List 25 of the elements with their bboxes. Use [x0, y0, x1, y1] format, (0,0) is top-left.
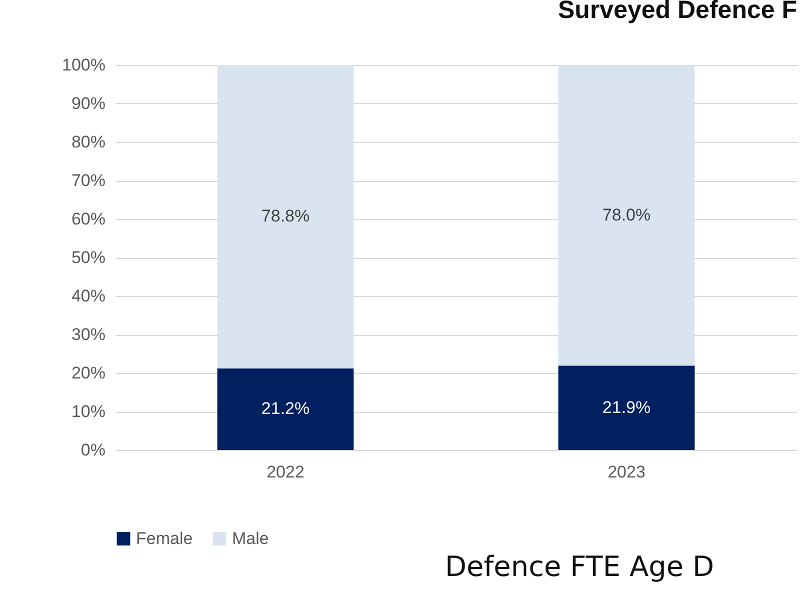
y-tick-label: 80% [71, 132, 106, 152]
y-tick-label: 20% [71, 364, 106, 382]
bar [217, 65, 354, 368]
chart-title: Surveyed Defence F [558, 0, 797, 24]
y-tick-label: 70% [71, 171, 106, 190]
y-tick-label: 100% [62, 56, 106, 74]
y-tick-label: 60% [71, 210, 106, 228]
legend-label: Male [232, 528, 269, 548]
data-label: 78.0% [602, 206, 651, 225]
legend-label: Female [136, 528, 193, 548]
data-label: 21.2% [261, 399, 310, 418]
text: Defence FTE Age D [445, 550, 714, 584]
data-label: 21.9% [602, 398, 651, 417]
bar [558, 366, 695, 450]
y-tick-label: 0% [80, 440, 106, 460]
y-tick-label: 90% [71, 94, 106, 113]
y-tick-label: 10% [71, 402, 106, 421]
bar [217, 368, 354, 450]
y-tick-label: 40% [71, 286, 106, 306]
y-tick-label: 50% [71, 248, 106, 267]
x-tick-label: 2023 [608, 462, 646, 482]
bar [558, 65, 695, 366]
x-tick-label: 2022 [266, 462, 304, 482]
y-tick-label: 30% [71, 325, 106, 344]
data-label: 78.8% [261, 206, 310, 226]
